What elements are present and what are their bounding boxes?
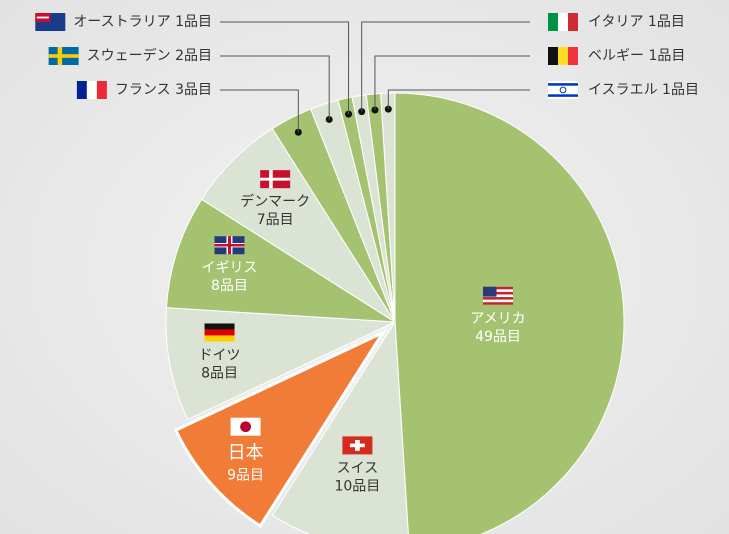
flag (76, 81, 107, 99)
flag-part (568, 47, 578, 65)
pie-slice (380, 92, 396, 323)
slice-label: 日本 (228, 443, 264, 464)
outside-label: イタリア 1品目 (588, 14, 685, 30)
flag-part (548, 83, 578, 86)
flag-part (349, 443, 365, 448)
slice-value-label: 8品目 (211, 278, 248, 294)
flag (204, 323, 235, 342)
leader-line (387, 89, 530, 110)
leader-line (220, 89, 299, 133)
outside-label: イスラエル 1品目 (588, 82, 699, 98)
category-label: フランス (115, 82, 171, 98)
pie-slice (165, 198, 396, 323)
outside-label: フランス 3品目 (115, 82, 212, 98)
flag-part (96, 81, 107, 99)
flag-part (36, 16, 49, 19)
outside-label: スウェーデン 2品目 (87, 47, 212, 64)
slice-value-label: 49品目 (475, 329, 521, 345)
flag-part (227, 236, 231, 255)
flag-part (558, 13, 568, 31)
flag (548, 81, 578, 99)
flag-part (558, 47, 568, 65)
flag (48, 47, 79, 65)
flag (35, 13, 66, 31)
slice-label: デンマーク (240, 193, 310, 210)
value-label: 3品目 (175, 82, 212, 98)
flag-part (48, 54, 79, 58)
flag (482, 286, 513, 305)
flag-part (548, 13, 558, 31)
flag-part (559, 86, 567, 94)
leader-line (361, 21, 530, 112)
slice-value-label: 10品目 (334, 478, 380, 494)
pie-slice (394, 92, 625, 534)
value-label: 1品目 (662, 82, 699, 98)
slice-value-label: 7品目 (257, 212, 294, 228)
flag (214, 236, 245, 255)
value-label: 2品目 (175, 48, 212, 64)
slice-value-label: 8品目 (201, 365, 238, 381)
flag-part (204, 335, 235, 342)
flag-part (76, 81, 87, 99)
category-label: スウェーデン (87, 47, 171, 64)
flag-part (548, 47, 558, 65)
category-label: イスラエル (588, 82, 658, 98)
flag-part (240, 421, 251, 433)
leader-line (220, 21, 350, 115)
leader-line (374, 55, 530, 110)
value-label: 1品目 (175, 14, 212, 30)
category-label: オーストラリア (73, 14, 170, 30)
category-label: イタリア (588, 14, 643, 30)
outside-label: ベルギー 1品目 (588, 48, 685, 64)
flag-part (86, 81, 97, 99)
flag (342, 436, 373, 455)
flag-part (568, 13, 578, 31)
outside-label: オーストラリア 1品目 (73, 14, 212, 30)
leader-line (220, 55, 330, 120)
pie-slice (271, 320, 409, 534)
flag-part (548, 94, 578, 97)
flag (260, 170, 291, 189)
pie-slice (173, 329, 388, 529)
slice-label: ドイツ (199, 347, 241, 363)
flag-part (204, 323, 235, 330)
flag-part (260, 177, 291, 181)
value-label: 1品目 (648, 14, 685, 30)
slice-value-label: 9品目 (227, 468, 264, 484)
flag-part (482, 291, 513, 295)
flag-part (482, 302, 513, 305)
flag (230, 417, 261, 436)
value-label: 1品目 (648, 48, 685, 64)
flag-part (204, 329, 235, 336)
slice-label: スイス (337, 460, 379, 476)
flag-part (482, 286, 513, 290)
flag (548, 13, 578, 31)
category-label: ベルギー (588, 48, 644, 64)
slice-label: アメリカ (470, 311, 525, 327)
flag (548, 47, 578, 65)
slice-label: イギリス (201, 260, 257, 276)
flag-part (482, 286, 497, 297)
flag-part (482, 297, 513, 300)
